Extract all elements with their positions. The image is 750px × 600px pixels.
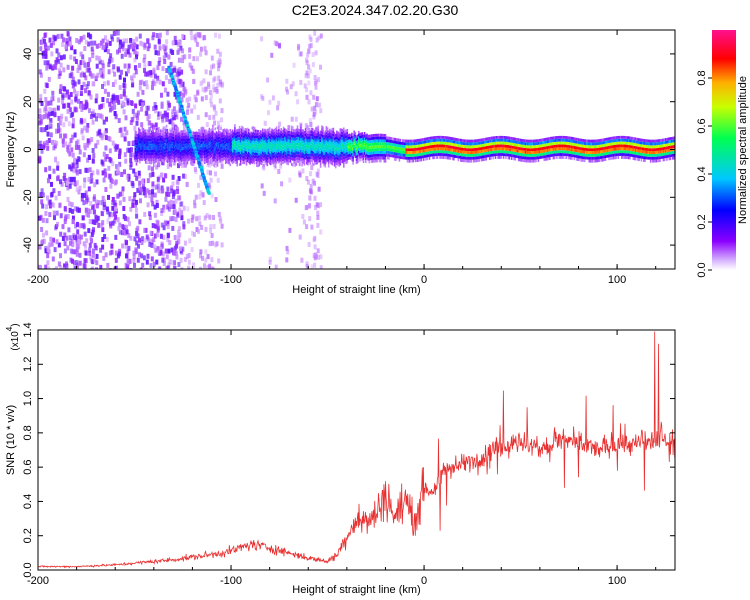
snr-x-axis-label: Height of straight line (km) (292, 584, 420, 596)
snr-content (38, 331, 675, 569)
snr-frame (37, 329, 676, 571)
colorbar-tick-label: 0.2 (696, 214, 708, 229)
snr-series-line (38, 331, 675, 569)
snr-multiplier-exp: 4 (5, 326, 14, 331)
spectrogram-noise (38, 30, 323, 269)
colorbar-label: Normalized spectral amplitude (737, 76, 749, 224)
spec-x-tick-label: 100 (608, 274, 626, 286)
snr-y-tick-label: 0.6 (22, 459, 34, 474)
snr-axes: -200 -100 0 100 0.0 0.2 0.4 0.6 0.8 1.0 1.2 1.4 Heig… (5, 322, 675, 596)
spec-y-tick-label: 20 (22, 96, 34, 108)
spec-y-tick-label: -20 (22, 189, 34, 205)
snr-y-tick-label: 1.2 (22, 357, 34, 372)
spectrogram-chirp (167, 65, 211, 195)
snr-y-tick-label: 0.0 (22, 562, 34, 577)
spectrogram-carrier (134, 124, 675, 169)
snr-x-tick-label: 0 (421, 575, 427, 587)
spec-y-tick-label: 40 (22, 48, 34, 60)
colorbar-tick-label: 0.0 (696, 262, 708, 277)
snr-x-tick-label: -100 (220, 575, 242, 587)
spec-x-tick-label: -200 (27, 274, 49, 286)
snr-y-tick-label: 0.8 (22, 425, 34, 440)
spec-x-tick-label: -100 (220, 274, 242, 286)
snr-y-tick-label: 1.0 (22, 391, 34, 406)
spec-x-tick-label: 0 (421, 274, 427, 286)
colorbar-tick-label: 0.6 (696, 118, 708, 133)
snr-x-tick-label: 100 (608, 575, 626, 587)
colorbar-axes: 0.0 0.2 0.4 0.6 0.8 Normalized spectral ampli… (696, 70, 749, 277)
snr-multiplier-close: ) (10, 323, 21, 326)
colorbar (712, 30, 736, 270)
snr-x-tick-label: -200 (27, 575, 49, 587)
snr-y-tick-label: 0.4 (22, 494, 34, 509)
spec-y-tick-label: -40 (22, 237, 34, 253)
figure-title: C2E3.2024.347.02.20.G30 (291, 2, 459, 18)
colorbar-tick-label: 0.8 (696, 70, 708, 85)
snr-y-tick-label: 1.4 (22, 322, 34, 337)
colorbar-tick-label: 0.4 (696, 166, 708, 181)
snr-y-tick-label: 0.2 (22, 528, 34, 543)
spec-x-axis-label: Height of straight line (km) (292, 284, 420, 296)
spec-y-axis-label: Frequency (Hz) (5, 112, 17, 188)
spectrogram-content (38, 30, 675, 269)
snr-y-axis-label: SNR (10 * v/v) (5, 405, 17, 475)
snr-multiplier-base: (x10 (10, 331, 21, 351)
spec-y-tick-label: 0 (22, 146, 34, 152)
